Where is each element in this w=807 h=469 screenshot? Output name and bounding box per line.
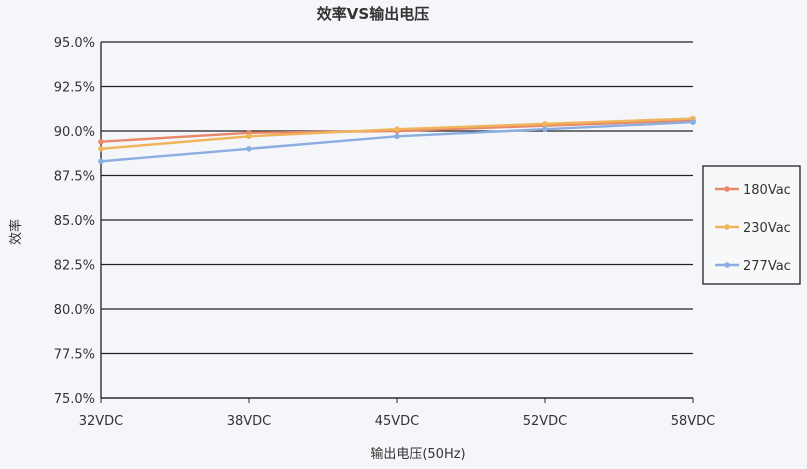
legend-marker [724, 262, 730, 268]
legend: 180Vac 230Vac 277Vac [702, 165, 801, 285]
legend-marker [724, 186, 730, 192]
y-tick-label: 75.0% [54, 392, 95, 407]
data-point [394, 133, 400, 140]
y-tick-label: 90.0% [54, 125, 95, 140]
series-group [98, 115, 696, 165]
data-point [98, 146, 104, 152]
legend-label: 180Vac [743, 183, 791, 198]
x-tick-label: 38VDC [227, 414, 272, 429]
legend-label: 230Vac [743, 221, 791, 236]
x-axis-label: 输出电压(50Hz) [370, 446, 465, 462]
x-axis-ticks: 32VDC 38VDC 45VDC 52VDC 58VDC [79, 398, 716, 429]
data-point [98, 158, 104, 165]
data-point [98, 138, 104, 145]
legend-marker [724, 224, 730, 230]
y-tick-label: 77.5% [54, 348, 95, 363]
y-tick-label: 85.0% [54, 214, 95, 229]
y-tick-label: 82.5% [54, 259, 95, 274]
x-tick-label: 58VDC [671, 414, 716, 429]
y-axis-ticks: 95.0% 92.5% 90.0% 87.5% 85.0% 82.5% 80.0% 77.5%… [54, 36, 95, 407]
chart-title: 效率VS输出电压 [317, 5, 429, 23]
y-tick-label: 92.5% [54, 81, 95, 96]
x-tick-label: 32VDC [79, 414, 124, 429]
y-axis-label: 效率 [8, 219, 24, 245]
x-tick-label: 52VDC [523, 414, 568, 429]
grid-lines [100, 41, 693, 399]
data-point [542, 126, 548, 133]
y-tick-label: 87.5% [54, 170, 95, 185]
data-point [542, 121, 548, 127]
data-point [394, 126, 400, 133]
data-point [246, 133, 252, 140]
legend-label: 277Vac [743, 259, 791, 274]
y-tick-label: 80.0% [54, 303, 95, 318]
x-tick-label: 45VDC [375, 414, 420, 429]
data-point [246, 146, 252, 152]
data-point [690, 119, 696, 125]
y-tick-label: 95.0% [54, 36, 95, 51]
